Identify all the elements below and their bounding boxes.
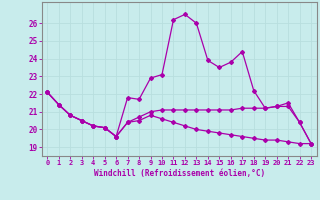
X-axis label: Windchill (Refroidissement éolien,°C): Windchill (Refroidissement éolien,°C)	[94, 169, 265, 178]
